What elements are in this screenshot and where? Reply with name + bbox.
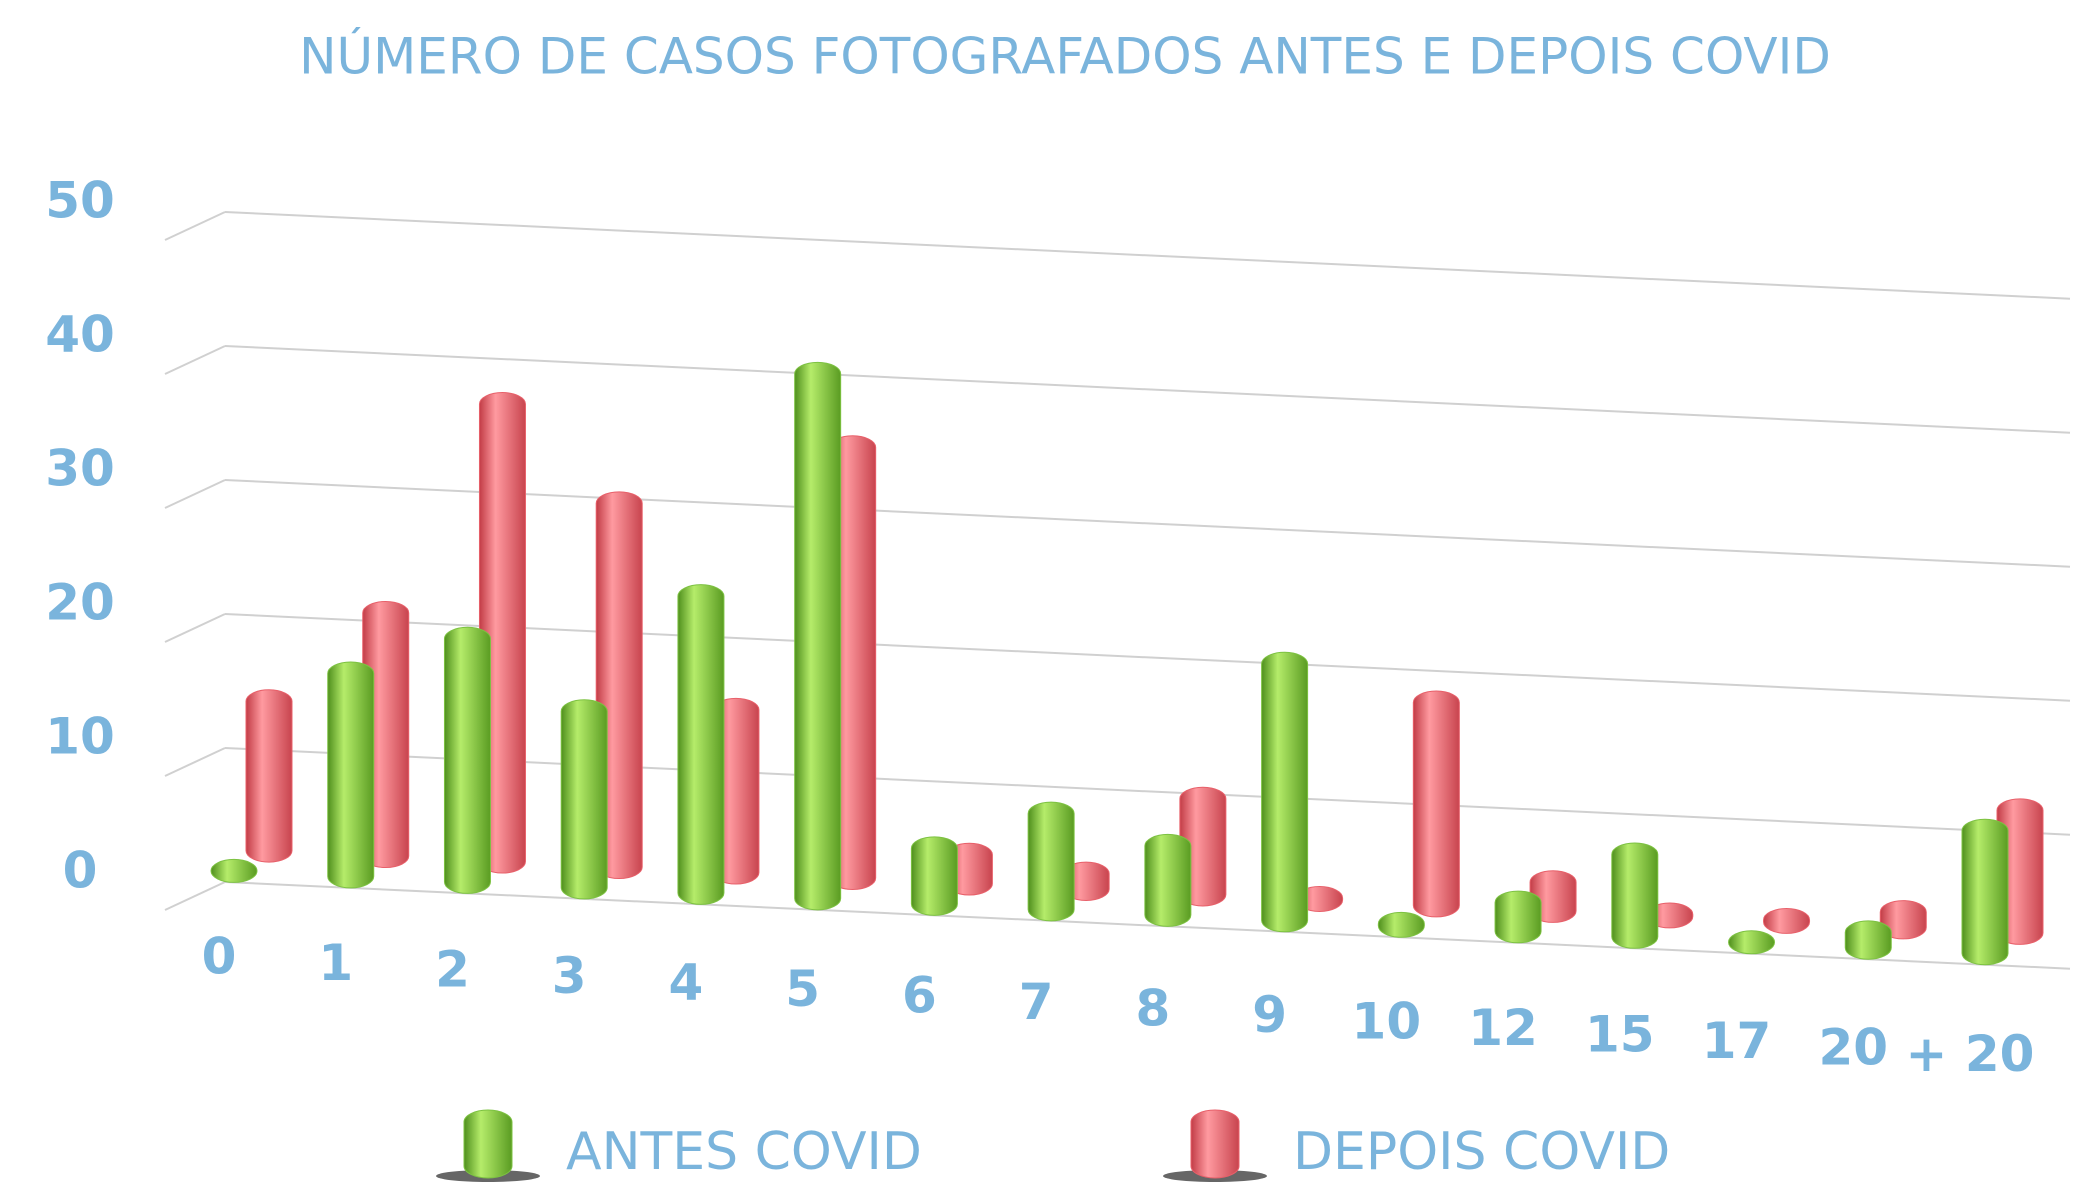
x-tick-label: 6	[902, 967, 937, 1025]
grid-line	[164, 479, 226, 509]
x-tick-label: 9	[1252, 986, 1287, 1044]
legend-swatch	[1190, 1109, 1240, 1179]
bar	[210, 858, 258, 883]
x-tick-label: 10	[1352, 993, 1422, 1051]
bar	[443, 626, 491, 894]
grid-line	[224, 345, 2071, 434]
grid-line	[224, 747, 2071, 836]
y-tick-label: 0	[63, 842, 98, 900]
grid-line	[224, 613, 2071, 702]
y-tick-label: 20	[45, 574, 115, 632]
grid-line	[224, 881, 2071, 970]
bar	[794, 361, 842, 911]
grid-line	[164, 345, 226, 375]
grid-line	[164, 747, 226, 777]
x-tick-label: 17	[1702, 1012, 1772, 1070]
x-tick-label: 15	[1585, 1006, 1655, 1064]
x-tick-label: 3	[552, 947, 587, 1005]
bar	[327, 661, 375, 889]
bar	[1494, 890, 1542, 944]
x-tick-label: 4	[669, 954, 704, 1012]
bar	[1412, 690, 1460, 918]
x-tick-label: 2	[435, 941, 470, 999]
legend-label: ANTES COVID	[566, 1122, 922, 1182]
bar	[560, 699, 608, 900]
bar	[1879, 900, 1927, 940]
bar	[1728, 930, 1776, 955]
y-tick-label: 40	[45, 306, 115, 364]
bar	[1261, 651, 1309, 933]
grid-line	[164, 613, 226, 643]
bar	[1844, 920, 1892, 960]
bar	[1611, 842, 1659, 949]
x-tick-label: 12	[1468, 999, 1538, 1057]
x-tick-label: 5	[785, 960, 820, 1018]
grid-line	[164, 211, 226, 241]
grid-line	[224, 479, 2071, 568]
y-tick-label: 50	[45, 172, 115, 230]
bar	[1027, 801, 1075, 922]
grid-line	[164, 881, 226, 911]
x-tick-label: 7	[1019, 973, 1054, 1031]
x-tick-label: 20	[1818, 1019, 1888, 1077]
legend-swatch	[463, 1109, 513, 1179]
grid-line	[224, 211, 2071, 300]
y-tick-label: 30	[45, 440, 115, 498]
bar	[910, 836, 958, 916]
y-tick-label: 10	[45, 708, 115, 766]
bar	[1763, 907, 1811, 934]
x-tick-label: 0	[202, 928, 237, 986]
bar	[1377, 911, 1425, 938]
bar	[245, 689, 293, 863]
chart-title: NÚMERO DE CASOS FOTOGRAFADOS ANTES E DEP…	[299, 27, 1831, 86]
x-tick-label: 1	[318, 934, 353, 992]
x-tick-label: + 20	[1906, 1025, 2035, 1083]
x-tick-label: 8	[1135, 980, 1170, 1038]
bar	[677, 584, 725, 905]
legend-label: DEPOIS COVID	[1293, 1122, 1670, 1182]
bar	[1961, 818, 2009, 966]
bar	[1144, 833, 1192, 927]
